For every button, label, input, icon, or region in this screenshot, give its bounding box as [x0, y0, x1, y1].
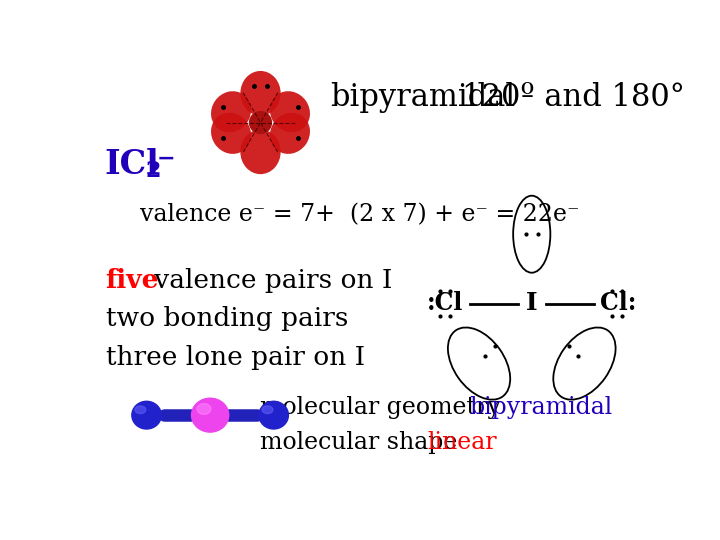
Text: bipyramidal: bipyramidal [330, 82, 516, 113]
Text: valence pairs on I: valence pairs on I [145, 268, 392, 293]
Ellipse shape [211, 113, 251, 154]
Ellipse shape [259, 401, 289, 429]
Text: molecular shape: molecular shape [261, 430, 473, 454]
Text: I: I [526, 292, 538, 315]
Text: 120º and 180°: 120º and 180° [462, 82, 685, 113]
Text: −: − [157, 148, 175, 170]
Ellipse shape [197, 403, 211, 414]
Text: three lone pair on I: three lone pair on I [106, 345, 364, 370]
Text: five: five [106, 268, 159, 293]
Ellipse shape [240, 71, 281, 116]
Ellipse shape [249, 111, 272, 134]
Ellipse shape [270, 113, 310, 154]
Ellipse shape [270, 91, 310, 132]
Text: valence e⁻ = 7+  (2 x 7) + e⁻ = 22e⁻: valence e⁻ = 7+ (2 x 7) + e⁻ = 22e⁻ [140, 204, 580, 226]
Text: Cl:: Cl: [600, 292, 636, 315]
Ellipse shape [262, 406, 273, 414]
Text: two bonding pairs: two bonding pairs [106, 306, 348, 332]
Text: :Cl: :Cl [427, 292, 464, 315]
Ellipse shape [211, 91, 251, 132]
Text: 2: 2 [145, 160, 161, 182]
Text: molecular geometry: molecular geometry [261, 396, 509, 419]
Text: linear: linear [427, 430, 497, 454]
Ellipse shape [192, 398, 229, 432]
Ellipse shape [135, 406, 145, 414]
Ellipse shape [240, 130, 281, 174]
Text: ICl: ICl [104, 148, 159, 181]
Text: bipyramidal: bipyramidal [469, 396, 613, 419]
Ellipse shape [132, 401, 161, 429]
